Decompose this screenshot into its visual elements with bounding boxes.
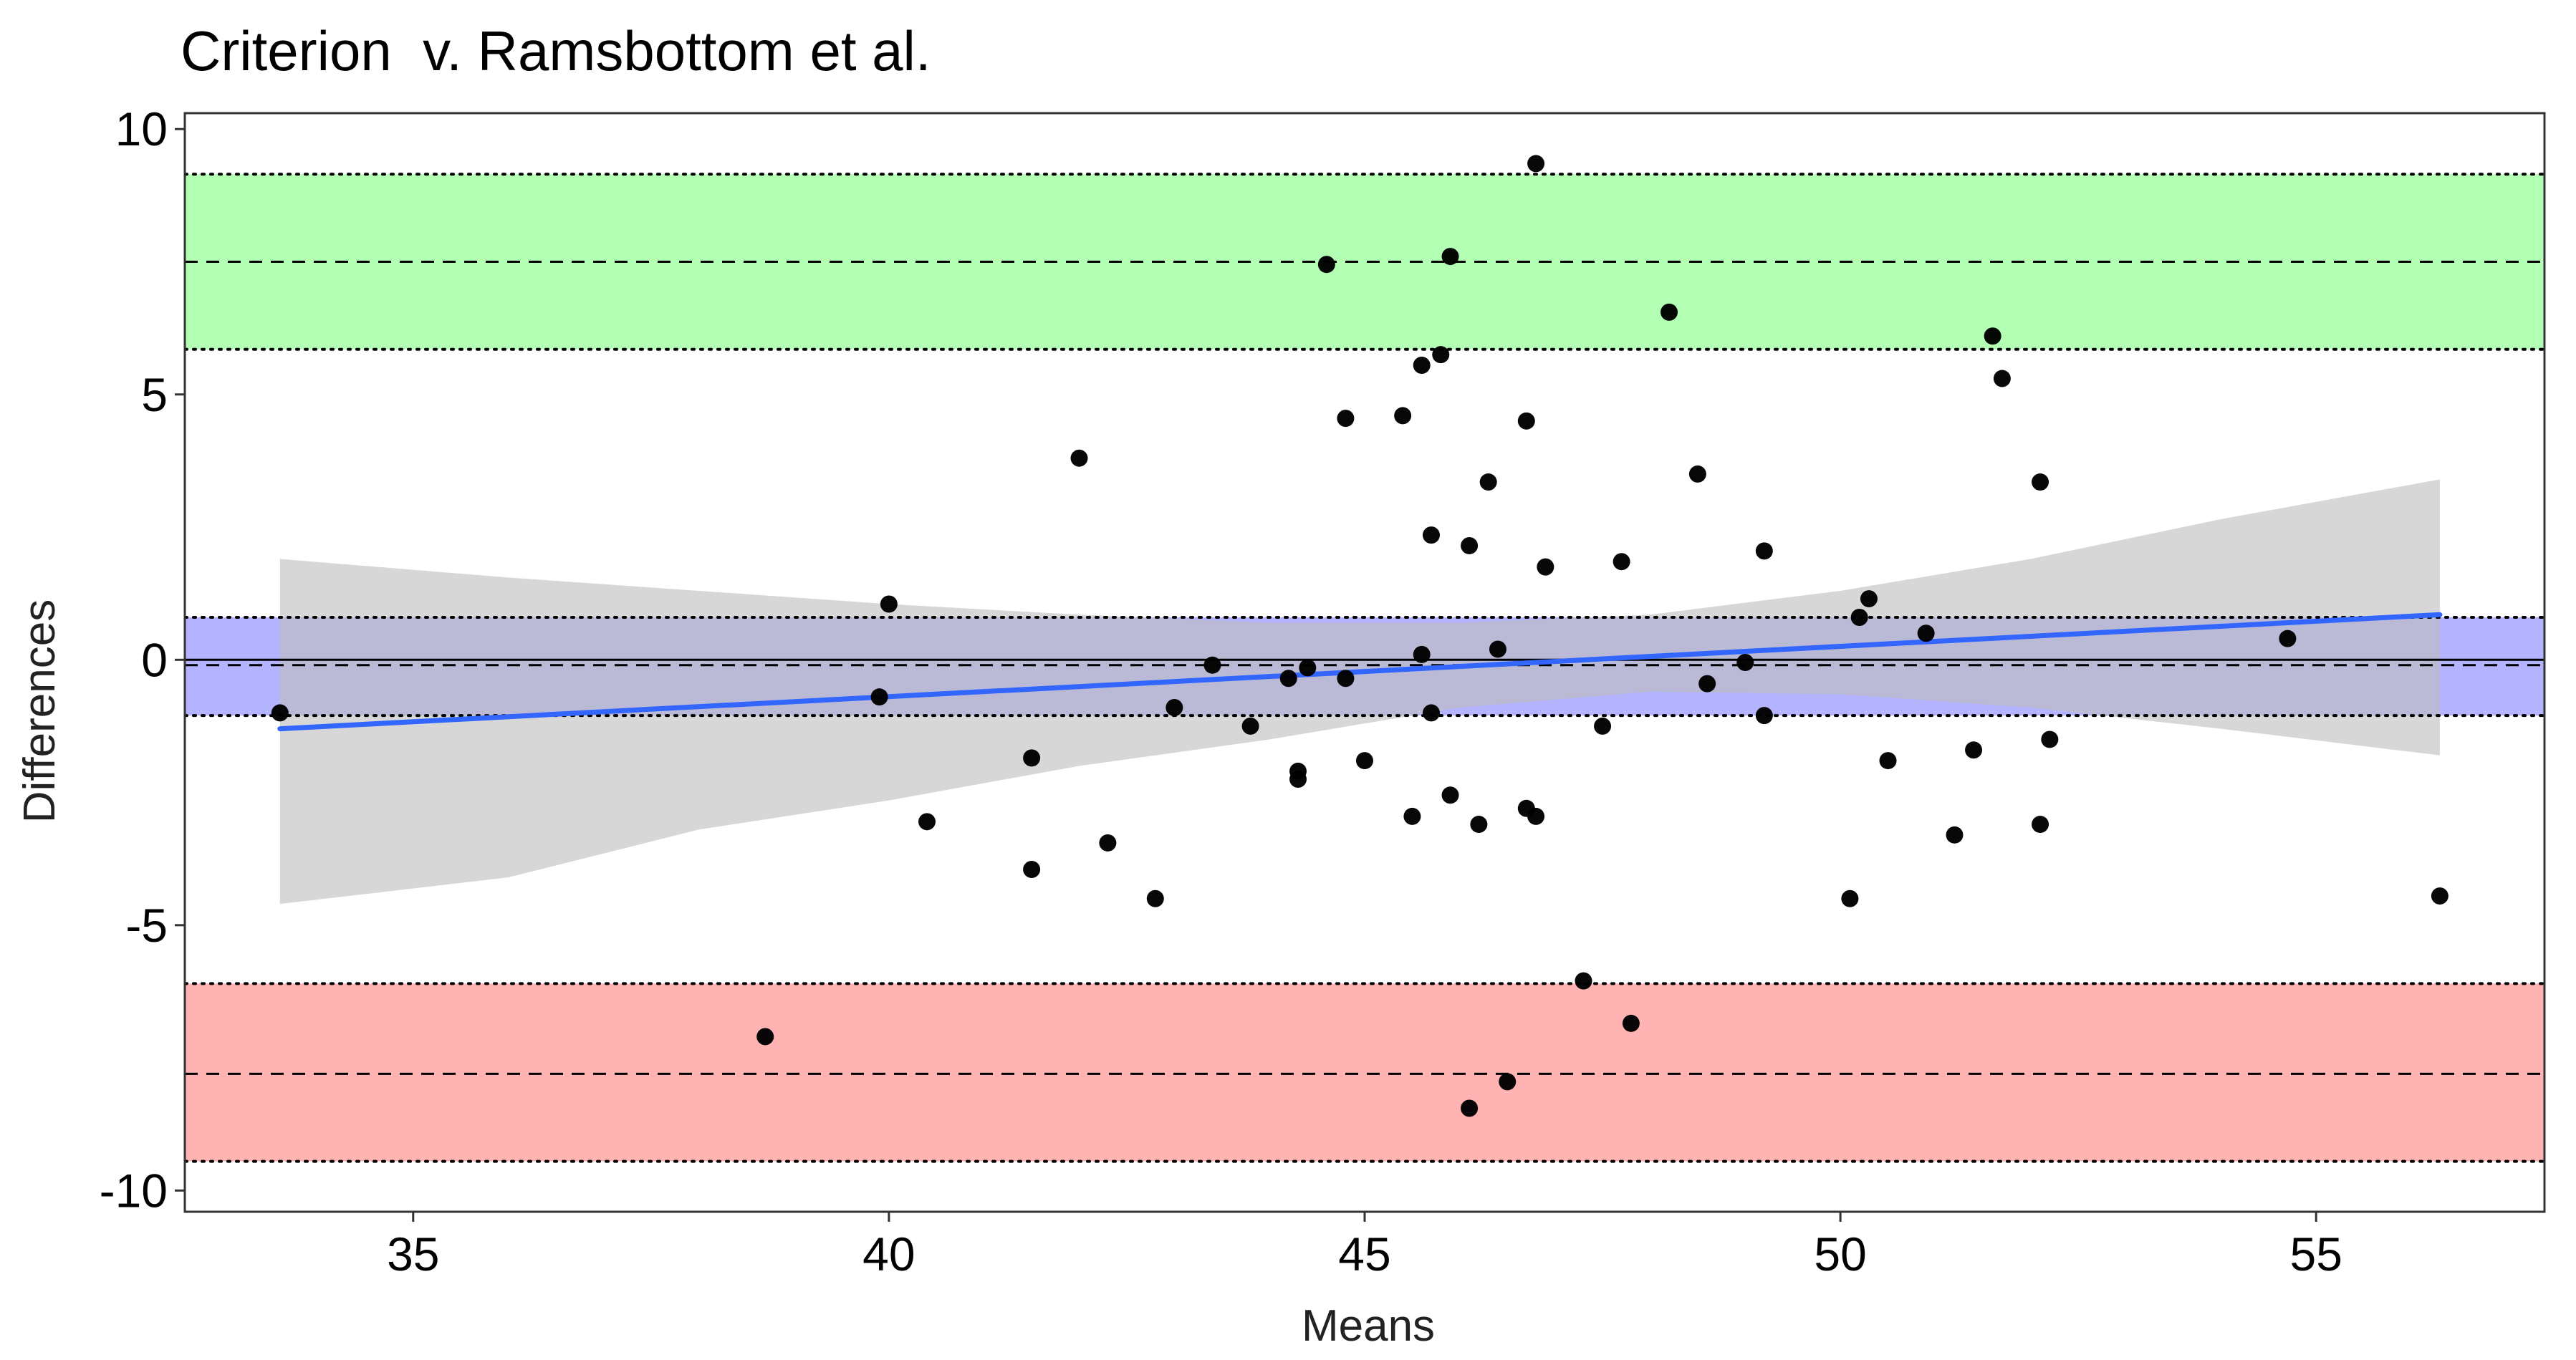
data-point (1166, 698, 1183, 716)
data-point (1841, 889, 1859, 907)
data-point (880, 595, 898, 613)
data-point (1965, 741, 1983, 759)
data-point (1594, 717, 1612, 735)
data-point (1755, 542, 1773, 560)
data-point (2032, 473, 2049, 491)
x-tick-label: 50 (1814, 1228, 1866, 1281)
data-point (1879, 752, 1897, 770)
data-point (1413, 357, 1431, 375)
data-point (756, 1028, 774, 1046)
data-point (1537, 558, 1554, 576)
data-point (1499, 1073, 1517, 1091)
data-point (1698, 675, 1716, 693)
data-point (1622, 1014, 1640, 1032)
data-point (1489, 640, 1506, 658)
data-point (1527, 155, 1545, 173)
data-point (1337, 670, 1355, 688)
data-point (1736, 654, 1754, 671)
x-axis-title: Means (1302, 1301, 1435, 1351)
data-point (1279, 670, 1297, 688)
data-point (1755, 707, 1773, 725)
data-point (1203, 656, 1221, 674)
data-point (1413, 645, 1431, 663)
y-axis-title: Differences (15, 599, 64, 823)
data-point (918, 813, 936, 831)
data-point (1860, 590, 1878, 608)
data-point (1575, 972, 1592, 990)
data-point (1099, 834, 1117, 852)
axes: 35 40 45 50 55 -10 -5 0 5 10 (100, 102, 2546, 1281)
data-point (2041, 730, 2059, 748)
x-tick-label: 40 (862, 1228, 915, 1281)
data-point (1441, 248, 1459, 266)
data-point (1394, 407, 1412, 425)
data-point (870, 688, 888, 706)
data-point (1461, 536, 1479, 554)
data-point (1299, 659, 1317, 677)
data-point (1070, 449, 1088, 467)
data-point (1317, 256, 1335, 274)
y-tick-label: -10 (100, 1164, 168, 1217)
data-point (1661, 303, 1678, 321)
y-tick-label: -5 (125, 899, 168, 952)
data-point (1023, 749, 1041, 767)
data-point (1688, 465, 1706, 483)
data-point (1479, 473, 1497, 491)
plot-area (185, 155, 2544, 1163)
lower-limit-band (185, 983, 2544, 1162)
data-point (1613, 553, 1630, 571)
data-point (1422, 704, 1440, 722)
data-point (1850, 609, 1868, 627)
data-point (1517, 412, 1535, 430)
data-point (1146, 889, 1164, 907)
data-point (2279, 630, 2297, 647)
x-tick-label: 55 (2290, 1228, 2342, 1281)
data-point (1441, 786, 1459, 804)
data-point (1422, 526, 1440, 544)
data-point (1403, 807, 1421, 825)
data-point (1917, 624, 1935, 642)
y-tick-label: 5 (141, 368, 168, 421)
x-tick-label: 45 (1338, 1228, 1390, 1281)
data-point (1984, 327, 2001, 345)
x-tick-label: 35 (387, 1228, 439, 1281)
data-point (2431, 887, 2448, 905)
y-tick-label: 10 (115, 102, 168, 155)
data-point (1356, 752, 1373, 770)
regression-line (277, 612, 2443, 732)
data-point (1470, 816, 1488, 834)
data-point (1337, 410, 1355, 428)
regression-confidence-band (279, 479, 2440, 905)
data-point (1946, 826, 1964, 844)
chart-title: Criterion v. Ramsbottom et al. (181, 19, 931, 82)
data-point (1527, 807, 1545, 825)
data-point (1461, 1099, 1479, 1117)
data-point (1993, 370, 2011, 387)
y-tick-label: 0 (141, 633, 168, 686)
data-point (271, 704, 289, 722)
data-point (1241, 717, 1259, 735)
data-point (1432, 346, 1450, 364)
data-point (2032, 816, 2049, 834)
data-point (1023, 861, 1041, 879)
data-point (1289, 771, 1307, 788)
